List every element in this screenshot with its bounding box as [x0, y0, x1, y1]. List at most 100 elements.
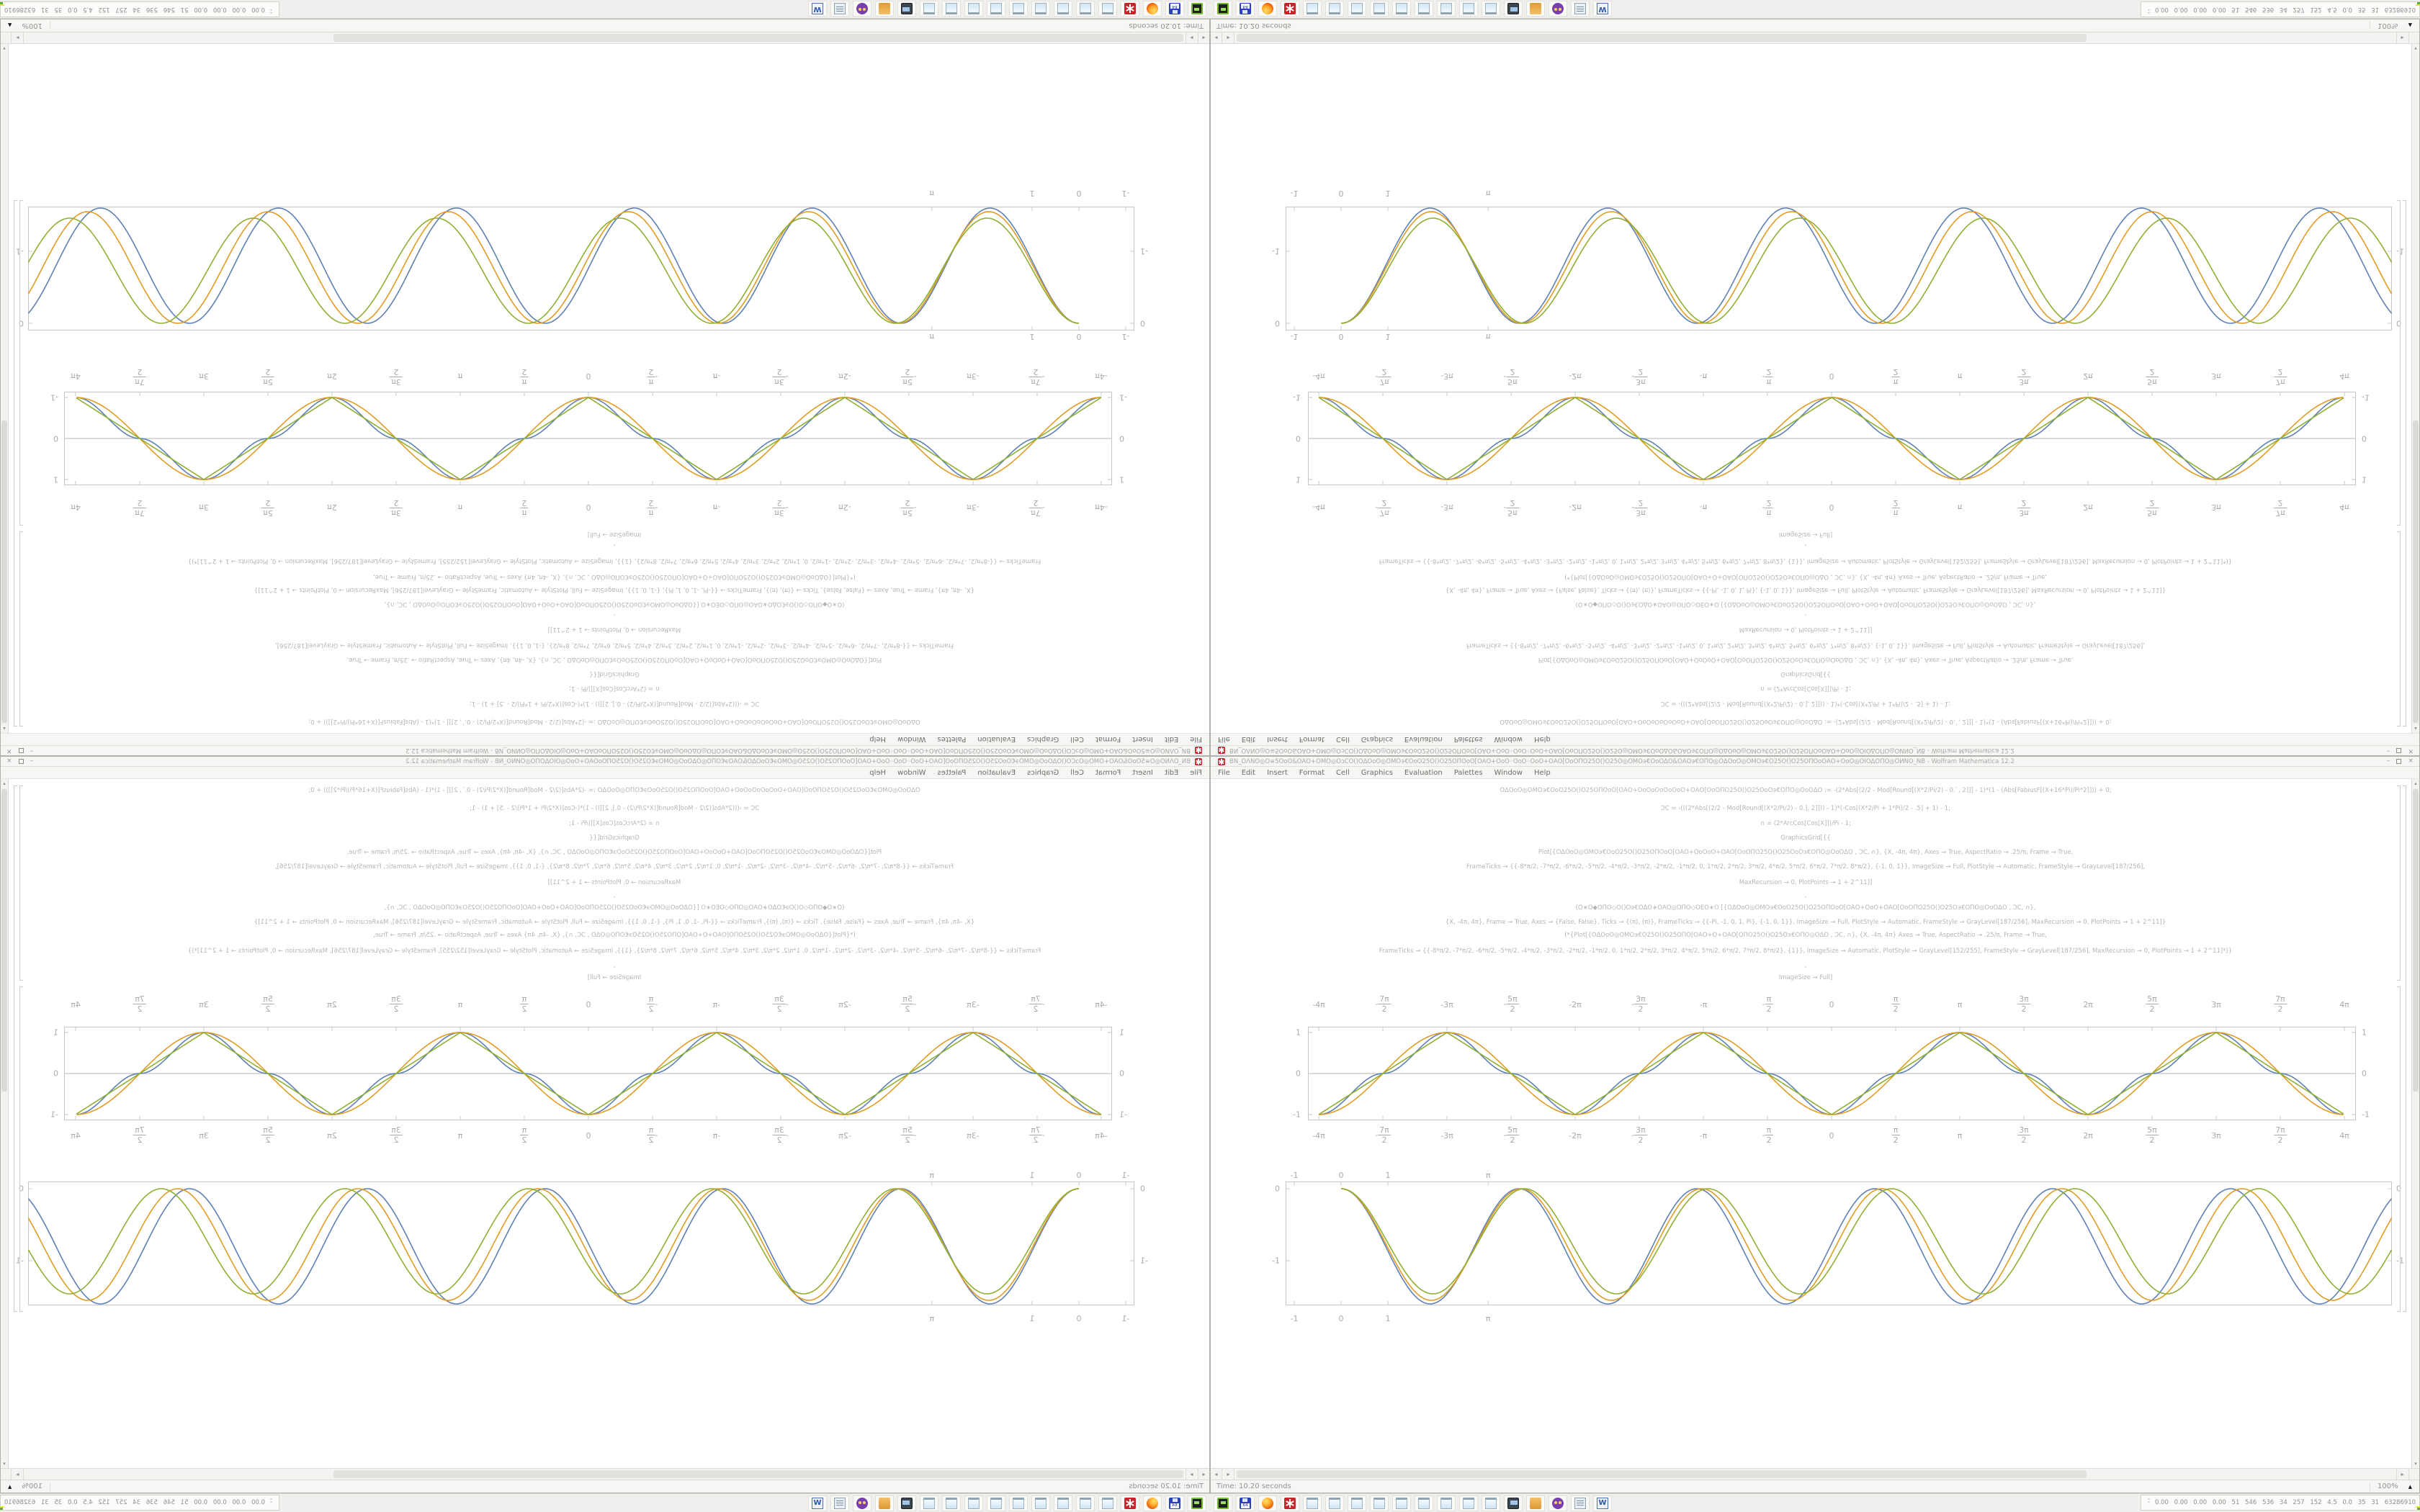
window-titlebar[interactable]: ΒΝ_ΟΛΝΟ◎Ο≡5ΟοΟ&ΟΑΟ+ΟΜΟ◎ΟɔϹΟ()ΟΔΟοΟ◎ΟΜΟ϶€… — [1211, 745, 2419, 755]
menu-item-insert[interactable]: Insert — [1267, 768, 1288, 777]
code-line[interactable]: (*{Plot[{ΟΔΟοΟ◎ΟΜΟ϶€Ο25Ο()Ο25ΟΠΟ[ΟΑΟ+Ο+Ο… — [1564, 932, 2047, 939]
menu-item-help[interactable]: Help — [1533, 768, 1551, 777]
code-line[interactable]: ∩ = (2*ArcCos[Cos[X]])/Pi - 1; — [569, 685, 660, 692]
code-line[interactable]: FrameTicks → {{-8*π/2, -7*π/2, -6*π/2, -… — [187, 948, 1041, 955]
code-line[interactable]: FrameTicks → {{-8*π/2, -7*π/2, -6*π/2, -… — [274, 863, 954, 870]
taskbar-notepad-icon[interactable] — [1031, 1, 1050, 17]
scroll-right-icon[interactable]: ▸ — [1223, 1469, 1234, 1480]
menu-item-cell[interactable]: Cell — [1336, 735, 1350, 744]
code-line[interactable]: , — [1804, 543, 1807, 550]
horizontal-scroll-thumb[interactable] — [1237, 1470, 2087, 1478]
output-cell-bracket[interactable] — [19, 200, 23, 526]
taskbar-shot-icon[interactable] — [1504, 1495, 1523, 1511]
menu-item-graphics[interactable]: Graphics — [1361, 768, 1393, 777]
code-line[interactable]: (Ο∗Ο◆ΟΠΟ◇Ο()Ο϶€ΟΔΟ∗ΟΑΟ◎ΟΠΟ◇ΟΕΟ∗Ο [{ΟΔΟοΟ… — [1575, 600, 2036, 608]
cell-group-bracket[interactable] — [2403, 786, 2406, 1312]
minimize-button[interactable]: – — [2386, 747, 2390, 755]
menu-item-file[interactable]: File — [1190, 735, 1202, 744]
vertical-scrollbar[interactable]: ▴ ▾ — [2411, 44, 2419, 733]
monitor-collapse-icon[interactable]: ⌃ ⌃ — [2147, 1498, 2151, 1506]
scroll-right-icon[interactable]: ▸ — [1223, 32, 1234, 43]
taskbar-folder-icon[interactable] — [1526, 1, 1545, 17]
taskbar-notepad-icon[interactable] — [1325, 1, 1344, 17]
minimize-button[interactable]: – — [30, 747, 34, 755]
taskbar-mathematica-icon[interactable] — [1121, 1, 1139, 17]
input-cell-bracket[interactable] — [19, 531, 23, 726]
taskbar-shot-icon[interactable] — [897, 1, 916, 17]
taskbar-notepad-icon[interactable] — [1009, 1, 1028, 17]
code-line[interactable]: {X, -4π, 4π}, Frame → True, Axes → {Fals… — [1445, 919, 2166, 926]
scroll-up-icon[interactable]: ▴ — [3, 780, 6, 786]
taskbar-folder-icon[interactable] — [875, 1, 894, 17]
code-line[interactable]: {X, -4π, 4π}, Frame → True, Axes → {Fals… — [254, 586, 975, 593]
taskbar-notepad-icon[interactable] — [987, 1, 1005, 17]
taskbar-notepad-icon[interactable] — [1054, 1, 1072, 17]
code-line[interactable]: (Ο∗Ο◆ΟΠΟ◇Ο()Ο϶€ΟΔΟ∗ΟΑΟ◎ΟΠΟ◇ΟΕΟ∗Ο [{ΟΔΟοΟ… — [384, 600, 845, 608]
menu-item-cell[interactable]: Cell — [1070, 768, 1084, 777]
code-line[interactable]: ΟΔΟοΟ◎ΟΜΟ϶€ΟοΟ25Ο()Ο25ΟΠΟοΟ[ΟΑΟ+ΟοΟοΟοΟο… — [308, 718, 920, 725]
taskbar-scroll-icon[interactable] — [1571, 1495, 1590, 1511]
code-line[interactable]: Plot[{ΟΔΟοΟ◎ΟΜΟ϶€ΟοΟ25Ο()Ο25ΟΠΟοΟ[ΟΑΟ+Οο… — [1538, 849, 2074, 856]
menu-item-graphics[interactable]: Graphics — [1027, 768, 1059, 777]
magnification-menu-icon[interactable]: ▲ — [2408, 1483, 2412, 1490]
close-button[interactable]: × — [2408, 747, 2414, 755]
magnification-menu-icon[interactable]: ▲ — [8, 22, 12, 29]
code-line[interactable]: ƆC = -(((2*Abs[(2/2 - Mod[Round[(X*2/Pi/… — [469, 805, 760, 812]
code-line[interactable]: Plot[{ΟΔΟοΟ◎ΟΜΟ϶€ΟοΟ25Ο()Ο25ΟΠΟοΟ[ΟΑΟ+Οο… — [1538, 656, 2074, 663]
minimize-button[interactable]: – — [30, 757, 34, 765]
scroll-up-icon[interactable]: ▴ — [2414, 780, 2417, 786]
scroll-left-icon[interactable]: ◂ — [1211, 32, 1222, 43]
scroll-right-icon[interactable]: ▸ — [1186, 32, 1197, 43]
window-titlebar[interactable]: ΒΝ_ΟΛΝΟ◎Ο≡5ΟοΟ&ΟΑΟ+ΟΜΟ◎ΟɔϹΟ()ΟΔΟοΟ◎ΟΜΟ϶€… — [1, 757, 1209, 767]
taskbar-device-icon[interactable] — [1188, 1495, 1206, 1511]
taskbar-scroll-icon[interactable] — [830, 1495, 849, 1511]
cell-group-bracket[interactable] — [14, 200, 17, 726]
magnification-value[interactable]: 100% — [22, 1482, 42, 1490]
menu-item-format[interactable]: Format — [1299, 768, 1325, 777]
scroll-left-icon[interactable]: ◂ — [1211, 1469, 1222, 1480]
code-line[interactable]: , — [613, 892, 616, 899]
code-line[interactable]: ∩ = (2*ArcCos[Cos[X]])/Pi - 1; — [1760, 685, 1851, 692]
system-monitor-applet[interactable]: ⌃ ⌃ 0.00 0.00 0.00 0.00 51 546 536 34 257… — [0, 1, 279, 17]
scroll-left-icon[interactable]: ◂ — [1198, 32, 1209, 43]
menu-item-edit[interactable]: Edit — [1241, 768, 1256, 777]
scroll-down-icon[interactable]: ▾ — [3, 45, 6, 51]
output-cell-bracket[interactable] — [2397, 200, 2401, 526]
taskbar-notepad-icon[interactable] — [1303, 1, 1322, 17]
horizontal-scrollbar[interactable]: ◂ ▸ ▸ — [1211, 1468, 2419, 1480]
magnification-value[interactable]: 100% — [22, 22, 42, 30]
taskbar-notepad-icon[interactable] — [1415, 1495, 1433, 1511]
menu-item-insert[interactable]: Insert — [1132, 735, 1153, 744]
window-titlebar[interactable]: ΒΝ_ΟΛΝΟ◎Ο≡5ΟοΟ&ΟΑΟ+ΟΜΟ◎ΟɔϹΟ()ΟΔΟοΟ◎ΟΜΟ϶€… — [1, 745, 1209, 755]
horizontal-scroll-thumb[interactable] — [333, 1470, 1183, 1478]
taskbar-device-icon[interactable] — [1214, 1, 1232, 17]
horizontal-scrollbar[interactable]: ◂ ▸ ▸ — [1, 1468, 1209, 1480]
taskbar-owl-icon[interactable] — [853, 1495, 871, 1511]
menu-item-help[interactable]: Help — [1533, 735, 1551, 744]
magnification-menu-icon[interactable]: ▲ — [2408, 22, 2412, 29]
code-line[interactable]: GraphicsGrid[{{ — [589, 834, 640, 842]
notebook-content[interactable]: ΟΔΟοΟ◎ΟΜΟ϶€ΟοΟ25Ο()Ο25ΟΠΟοΟ[ΟΑΟ+ΟοΟοΟοΟο… — [1211, 779, 2419, 1468]
taskbar-notepad-icon[interactable] — [1392, 1, 1411, 17]
menu-item-file[interactable]: File — [1190, 768, 1202, 777]
menu-item-file[interactable]: File — [1218, 768, 1230, 777]
scroll-down-icon[interactable]: ▾ — [2414, 45, 2417, 51]
menu-item-edit[interactable]: Edit — [1164, 768, 1179, 777]
taskbar-notepad-icon[interactable] — [1009, 1495, 1028, 1511]
code-line[interactable]: FrameTicks → {{-8*π/2, -7*π/2, -6*π/2, -… — [1379, 557, 2233, 564]
input-cell-bracket[interactable] — [2397, 786, 2401, 981]
maximize-button[interactable] — [2396, 759, 2402, 764]
taskbar-notepad-icon[interactable] — [920, 1495, 938, 1511]
taskbar-firefox-icon[interactable] — [1143, 1, 1162, 17]
code-line[interactable]: FrameTicks → {{-8*π/2, -7*π/2, -6*π/2, -… — [1379, 948, 2233, 955]
close-button[interactable]: × — [6, 747, 12, 755]
taskbar-notepad-icon[interactable] — [1370, 1495, 1389, 1511]
code-line[interactable]: ƆC = -(((2*Abs[(2/2 - Mod[Round[(X*2/Pi/… — [469, 700, 760, 707]
taskbar-folder-icon[interactable] — [875, 1495, 894, 1511]
code-line[interactable]: ΟΔΟοΟ◎ΟΜΟ϶€ΟοΟ25Ο()Ο25ΟΠΟοΟ[ΟΑΟ+ΟοΟοΟοΟο… — [308, 787, 920, 794]
taskbar-notepad-icon[interactable] — [1031, 1495, 1050, 1511]
menu-item-window[interactable]: Window — [1494, 768, 1523, 777]
menu-item-format[interactable]: Format — [1299, 735, 1325, 744]
code-line[interactable]: (*{Plot[{ΟΔΟοΟ◎ΟΜΟ϶€Ο25Ο()Ο25ΟΠΟ[ΟΑΟ+Ο+Ο… — [373, 932, 856, 939]
code-line[interactable]: GraphicsGrid[{{ — [1780, 834, 1831, 842]
